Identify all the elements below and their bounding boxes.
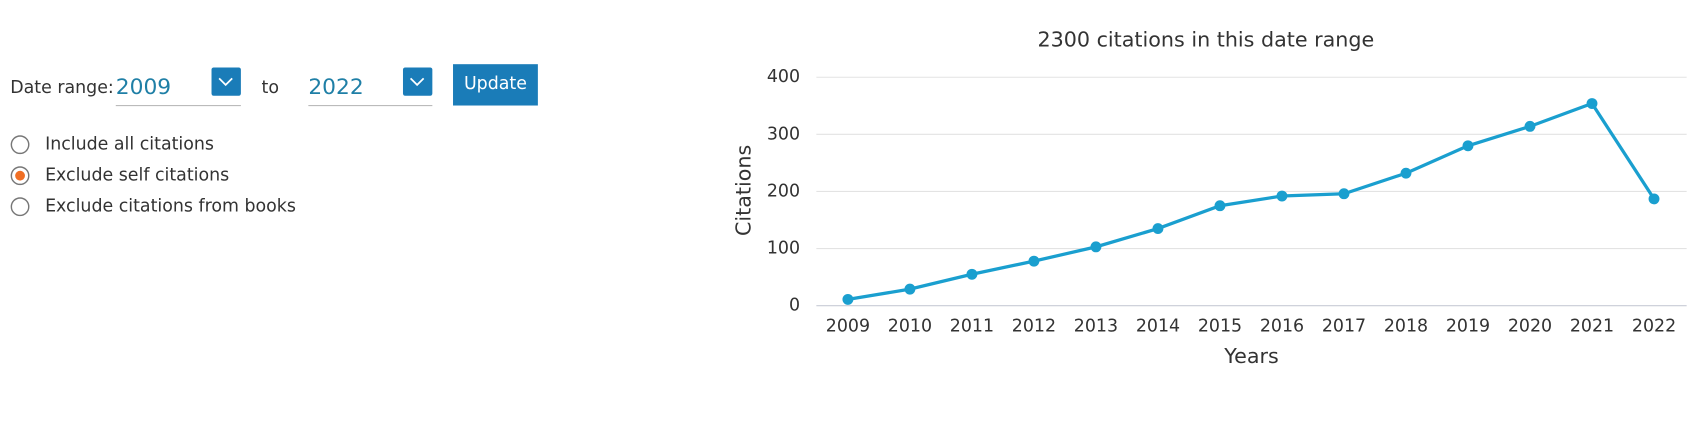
x-axis-title: Years [1223, 344, 1279, 368]
y-tick-label: 400 [767, 67, 800, 87]
chevron [218, 77, 233, 87]
data-point [1090, 241, 1102, 253]
x-tick-label: 2019 [1446, 316, 1490, 336]
dropdown-box [211, 67, 241, 96]
data-point [1524, 120, 1536, 132]
from-year[interactable]: 2009 [116, 75, 171, 100]
y-tick-label: 100 [767, 239, 800, 259]
chart-title: 2300 citations in this date range [1037, 27, 1374, 51]
data-point [1586, 98, 1598, 109]
x-tick-label: 2015 [1198, 316, 1242, 336]
data-point [1338, 188, 1350, 200]
radio[interactable] [10, 135, 30, 155]
x-tick-label: 2014 [1136, 316, 1180, 336]
x-tick-label: 2010 [888, 316, 932, 336]
x-tick-label: 2018 [1384, 316, 1428, 336]
data-point [1028, 255, 1040, 267]
x-tick-label: 2020 [1508, 316, 1552, 336]
data-point [842, 293, 854, 305]
data-point [904, 283, 916, 295]
to-label: to [262, 78, 279, 98]
data-point [1276, 190, 1288, 202]
y-tick-label: 0 [789, 296, 800, 316]
radio-label[interactable]: Include all citations [45, 135, 214, 155]
data-point [1462, 140, 1474, 152]
y-axis-title: Citations [732, 145, 756, 236]
x-tick-label: 2011 [950, 316, 994, 336]
x-tick-label: 2009 [826, 316, 870, 336]
series-line [847, 101, 1656, 302]
date-range-label: Date range: [10, 78, 114, 98]
chevron [409, 77, 425, 87]
dropdown-box [402, 67, 433, 96]
data-point [1400, 167, 1412, 179]
radio-label[interactable]: Exclude citations from books [45, 197, 296, 217]
x-tick-label: 2012 [1012, 316, 1056, 336]
y-tick-label: 300 [767, 124, 800, 144]
radio-dot [15, 170, 25, 181]
radio[interactable] [10, 197, 30, 217]
data-point [1648, 193, 1660, 205]
to-year[interactable]: 2022 [308, 75, 363, 100]
y-tick-label: 200 [767, 181, 800, 201]
data-point [966, 268, 978, 280]
update-label[interactable]: Update [464, 74, 527, 94]
x-tick-label: 2016 [1260, 316, 1304, 336]
radio-label[interactable]: Exclude self citations [45, 166, 229, 186]
data-point [1152, 223, 1164, 235]
to-dropdown[interactable] [402, 67, 433, 96]
x-tick-label: 2017 [1322, 316, 1366, 336]
x-tick-label: 2013 [1074, 316, 1118, 336]
update-button[interactable] [453, 64, 538, 106]
x-tick-label: 2022 [1632, 316, 1676, 336]
x-tick-label: 2021 [1570, 316, 1614, 336]
data-point [1214, 200, 1226, 212]
from-dropdown[interactable] [211, 67, 241, 96]
